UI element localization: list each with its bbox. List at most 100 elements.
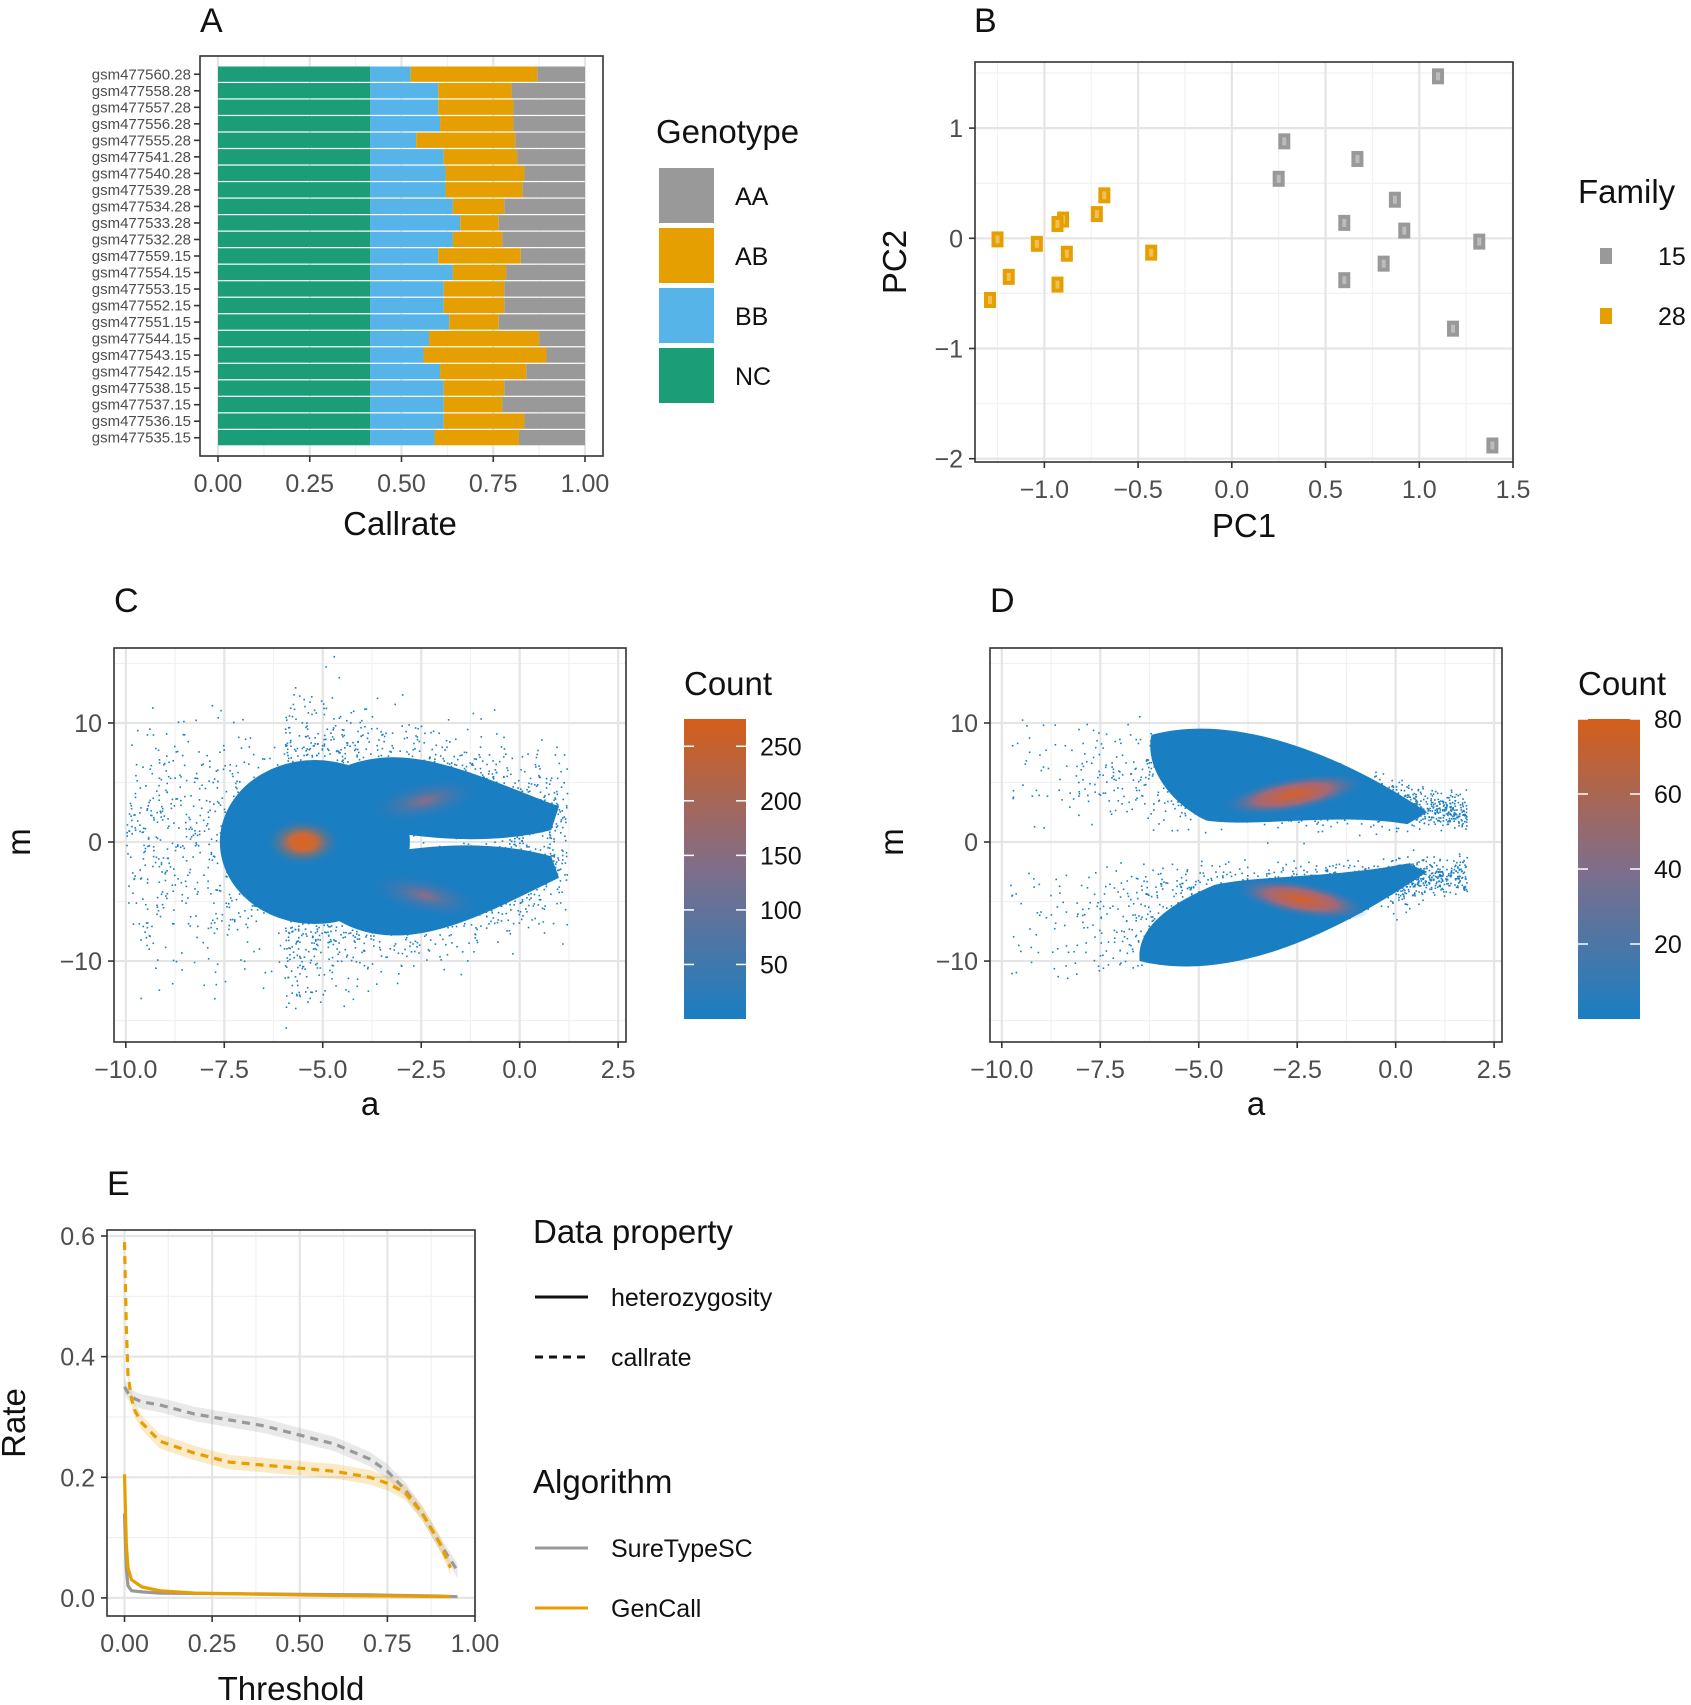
density-point bbox=[219, 884, 221, 887]
density-point bbox=[1015, 971, 1018, 974]
density-point bbox=[344, 757, 346, 760]
density-point bbox=[1419, 885, 1422, 887]
density-point bbox=[456, 758, 459, 761]
density-point bbox=[480, 771, 482, 774]
density-point bbox=[1147, 766, 1150, 769]
density-point bbox=[239, 915, 242, 918]
density-point bbox=[501, 840, 504, 842]
density-point bbox=[1037, 951, 1040, 954]
density-point bbox=[235, 765, 238, 767]
density-point bbox=[333, 655, 336, 658]
density-point bbox=[1466, 856, 1468, 859]
density-point bbox=[1374, 776, 1376, 778]
density-point bbox=[474, 768, 477, 770]
density-point bbox=[204, 787, 207, 790]
density-point bbox=[1413, 865, 1416, 867]
density-point bbox=[335, 750, 338, 753]
density-point bbox=[495, 771, 498, 774]
density-point bbox=[145, 936, 148, 939]
bar-AA-10 bbox=[502, 231, 585, 248]
density-point bbox=[288, 932, 291, 935]
density-point bbox=[533, 893, 536, 896]
density-point bbox=[1130, 898, 1132, 901]
density-point bbox=[216, 800, 219, 803]
density-point bbox=[1181, 896, 1184, 898]
density-point bbox=[545, 787, 548, 789]
density-point bbox=[553, 840, 556, 843]
density-point bbox=[1441, 887, 1443, 890]
density-point bbox=[1045, 917, 1048, 919]
density-point bbox=[414, 727, 417, 729]
density-point bbox=[444, 749, 446, 751]
density-point bbox=[294, 975, 297, 978]
point-highlight bbox=[1392, 195, 1397, 204]
density-point bbox=[327, 931, 329, 934]
bar-NC-4 bbox=[218, 132, 371, 148]
density-point bbox=[1030, 946, 1033, 949]
density-point bbox=[311, 935, 314, 938]
density-point bbox=[194, 777, 196, 780]
density-point bbox=[539, 849, 542, 851]
density-point bbox=[155, 856, 158, 859]
density-point bbox=[380, 970, 382, 973]
density-point bbox=[507, 919, 510, 922]
density-point bbox=[1401, 890, 1404, 892]
density-point bbox=[1106, 913, 1108, 915]
density-point bbox=[485, 927, 488, 929]
density-point bbox=[1459, 793, 1462, 796]
density-point bbox=[503, 782, 505, 784]
density-point bbox=[352, 741, 354, 744]
density-point bbox=[130, 804, 133, 807]
density-point bbox=[1148, 925, 1151, 928]
density-point bbox=[1132, 967, 1135, 969]
density-point bbox=[1425, 880, 1428, 883]
density-point bbox=[1439, 817, 1442, 819]
density-point bbox=[519, 842, 521, 845]
density-point bbox=[133, 878, 135, 881]
panel-a-y-tick-label: gsm477544.15 bbox=[92, 331, 191, 348]
density-point bbox=[545, 885, 548, 888]
density-point bbox=[505, 912, 508, 915]
density-point bbox=[510, 840, 513, 843]
density-point bbox=[1459, 861, 1462, 864]
density-point bbox=[1119, 896, 1122, 898]
density-point bbox=[564, 862, 567, 864]
density-point bbox=[1347, 859, 1349, 862]
density-point bbox=[286, 751, 289, 754]
bar-AA-2 bbox=[513, 99, 585, 115]
density-point bbox=[434, 753, 437, 756]
density-point bbox=[1443, 895, 1446, 897]
density-point bbox=[1387, 905, 1390, 908]
density-point bbox=[347, 761, 349, 763]
density-point bbox=[558, 891, 560, 894]
density-point bbox=[1100, 916, 1103, 919]
density-point bbox=[1072, 798, 1075, 800]
density-y-tick-label: −10 bbox=[60, 948, 102, 976]
density-point bbox=[335, 985, 337, 987]
density-point bbox=[1125, 762, 1127, 764]
density-point bbox=[1093, 959, 1096, 962]
panel-a-y-tick-label: gsm477539.28 bbox=[92, 182, 191, 199]
density-point bbox=[543, 796, 545, 799]
density-point bbox=[1461, 811, 1464, 813]
density-point bbox=[189, 838, 192, 840]
density-point bbox=[237, 771, 239, 774]
density-point bbox=[382, 733, 384, 736]
density-point bbox=[1395, 786, 1398, 788]
density-point bbox=[175, 751, 178, 753]
bar-BB-2 bbox=[370, 99, 439, 115]
density-point bbox=[161, 891, 164, 893]
density-point bbox=[1135, 934, 1138, 937]
density-point bbox=[196, 881, 199, 884]
density-point bbox=[229, 763, 232, 766]
density-point bbox=[1132, 950, 1135, 953]
density-point bbox=[315, 925, 318, 927]
density-point bbox=[321, 932, 323, 935]
density-point bbox=[307, 1001, 309, 1003]
density-point bbox=[1413, 893, 1416, 895]
density-point bbox=[323, 707, 325, 710]
density-point bbox=[1230, 875, 1233, 878]
density-point bbox=[1437, 798, 1440, 801]
density-point bbox=[1104, 885, 1107, 888]
density-point bbox=[418, 750, 421, 752]
